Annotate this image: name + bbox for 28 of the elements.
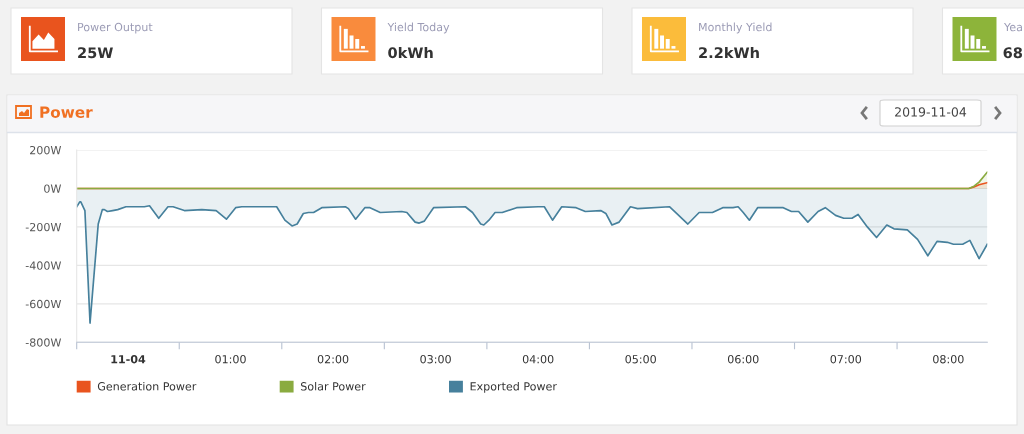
chart-title: Power: [40, 106, 93, 118]
legend-label: Generation Power: [97, 381, 197, 391]
legend-label: Exported Power: [470, 381, 557, 393]
legend-label: Solar Power: [300, 381, 366, 391]
text: Power Output: [78, 22, 153, 34]
text: 25W: [78, 47, 113, 59]
text: 2.2kWh: [699, 46, 759, 59]
y-tick-label: -600W: [25, 299, 62, 309]
x-tick-label: 03:00: [420, 355, 451, 364]
y-tick-label: -200W: [25, 222, 62, 232]
x-tick-label: 11-04: [111, 355, 146, 364]
x-tick-label: 08:00: [933, 355, 964, 364]
y-tick-label: 200W: [30, 145, 62, 155]
y-tick-label: -400W: [25, 261, 62, 270]
x-tick-label: 06:00: [727, 355, 759, 364]
y-tick-label: 0W: [44, 184, 62, 193]
x-tick-label: 02:00: [317, 355, 349, 364]
text: 68: [1003, 47, 1023, 59]
text: Yea: [1003, 22, 1022, 32]
y-tick-label: -800W: [25, 338, 62, 347]
x-tick-label: 07:00: [830, 355, 862, 364]
x-tick-label: 05:00: [625, 355, 656, 364]
x-tick-label: 04:00: [522, 355, 554, 364]
text: Yield Today: [387, 22, 450, 34]
text: 2019-11-04: [895, 107, 967, 117]
x-tick-label: 01:00: [215, 355, 246, 364]
text: Monthly Yield: [699, 22, 772, 34]
text: 0kWh: [388, 46, 433, 59]
